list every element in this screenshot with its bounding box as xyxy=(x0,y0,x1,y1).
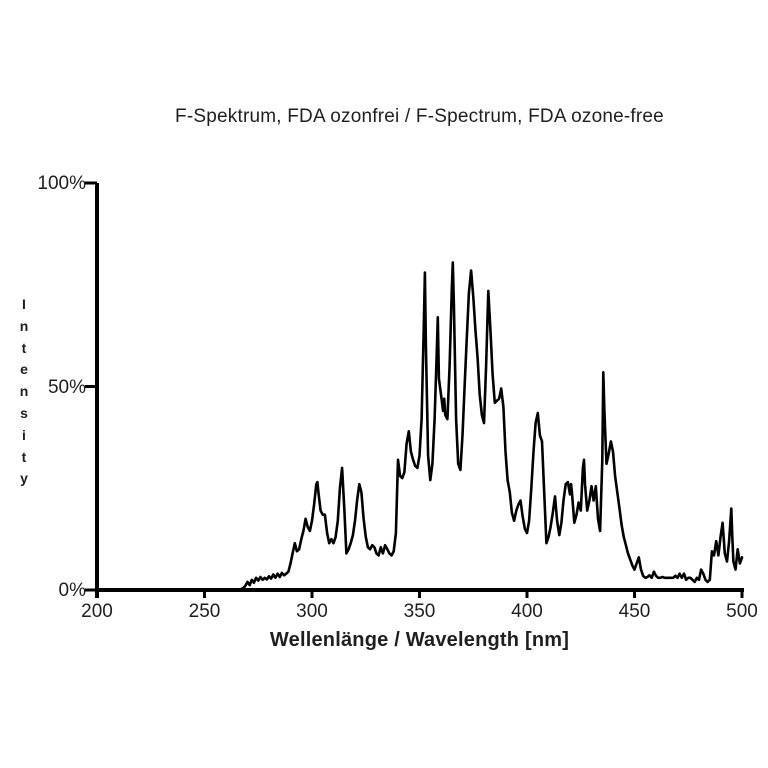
y-tick-label: 100% xyxy=(37,173,86,194)
x-tick-label: 500 xyxy=(726,601,758,622)
y-tick-label: 50% xyxy=(47,376,86,398)
x-tick-label: 250 xyxy=(188,601,221,622)
y-tick-label: 0% xyxy=(58,580,86,601)
x-tick-label: 200 xyxy=(81,601,113,622)
x-axis-tick xyxy=(310,592,314,598)
x-axis-tick xyxy=(740,592,744,598)
spectrum-curve xyxy=(95,261,744,592)
x-axis-tick xyxy=(418,592,421,598)
x-tick-label: 450 xyxy=(618,601,651,622)
x-axis-tick xyxy=(203,592,206,598)
x-axis-tick xyxy=(633,592,636,598)
y-axis-tick xyxy=(85,588,97,592)
y-axis-line xyxy=(95,183,99,598)
x-tick-label: 350 xyxy=(403,601,436,622)
y-axis-label: I n t e n s i t y xyxy=(19,296,29,487)
x-tick-label: 300 xyxy=(296,601,328,622)
x-axis-line xyxy=(95,588,744,592)
x-axis-label: Wellenlänge / Wavelength [nm] xyxy=(269,629,570,651)
y-axis-tick xyxy=(85,385,97,388)
y-axis-tick xyxy=(85,181,97,185)
chart-title: F-Spektrum, FDA ozonfrei / F-Spectrum, F… xyxy=(175,106,664,127)
x-axis-tick xyxy=(525,592,529,598)
x-tick-label: 400 xyxy=(511,601,543,622)
x-axis-tick xyxy=(95,592,99,598)
